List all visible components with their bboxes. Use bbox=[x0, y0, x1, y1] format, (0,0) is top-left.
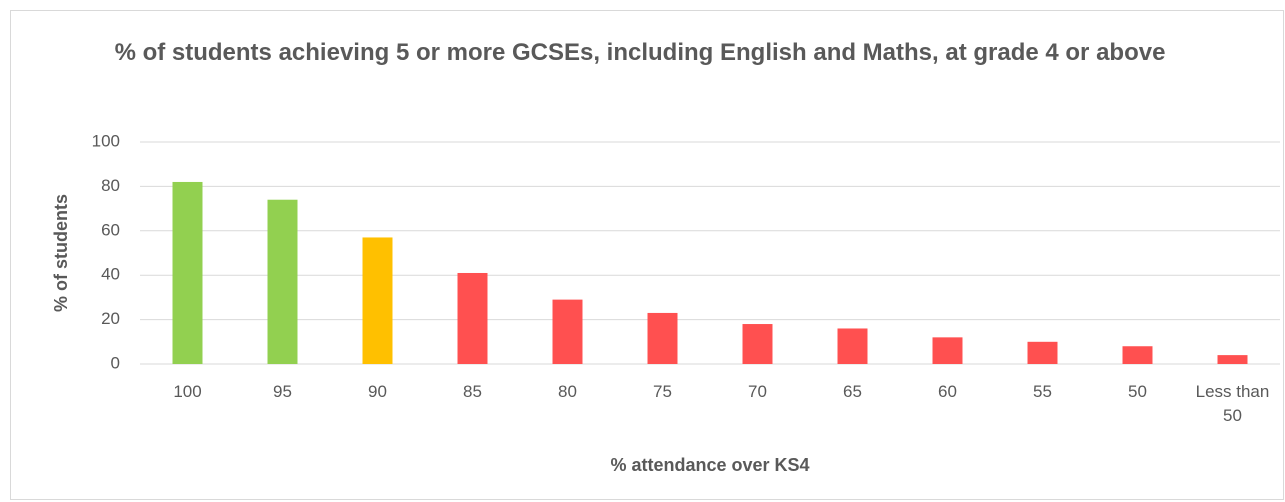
x-tick-label: 90 bbox=[368, 382, 387, 401]
y-tick-label: 60 bbox=[101, 220, 120, 239]
bar bbox=[1217, 355, 1248, 364]
x-tick-label: 75 bbox=[653, 382, 672, 401]
x-tick-label: 80 bbox=[558, 382, 577, 401]
chart-border bbox=[10, 10, 1284, 500]
y-tick-label: 20 bbox=[101, 309, 120, 328]
chart-title: % of students achieving 5 or more GCSEs,… bbox=[114, 39, 1166, 66]
x-tick-label: 70 bbox=[748, 382, 767, 401]
x-tick-label: 65 bbox=[843, 382, 862, 401]
bar bbox=[267, 199, 298, 364]
bar bbox=[742, 324, 773, 364]
bar bbox=[172, 181, 203, 364]
bar bbox=[362, 237, 393, 364]
bar bbox=[837, 328, 868, 364]
y-axis-title: % of students bbox=[51, 194, 71, 312]
x-tick-label: 50 bbox=[1128, 382, 1147, 401]
bar bbox=[932, 337, 963, 364]
bar bbox=[647, 312, 678, 364]
bar bbox=[1027, 341, 1058, 364]
x-axis-title: % attendance over KS4 bbox=[610, 455, 809, 475]
y-tick-label: 0 bbox=[111, 353, 120, 372]
bar bbox=[552, 299, 583, 364]
x-tick-label: 95 bbox=[273, 382, 292, 401]
y-tick-label: 100 bbox=[92, 131, 120, 150]
x-tick-label: Less than 50 bbox=[1195, 382, 1270, 425]
x-tick-label: 85 bbox=[463, 382, 482, 401]
x-tick-label: 60 bbox=[938, 382, 957, 401]
x-tick-label: 100 bbox=[173, 382, 202, 401]
y-tick-label: 80 bbox=[101, 176, 120, 195]
x-tick-label: 55 bbox=[1033, 382, 1052, 401]
bar bbox=[457, 272, 488, 364]
bar bbox=[1122, 346, 1153, 364]
y-tick-label: 40 bbox=[101, 265, 120, 284]
